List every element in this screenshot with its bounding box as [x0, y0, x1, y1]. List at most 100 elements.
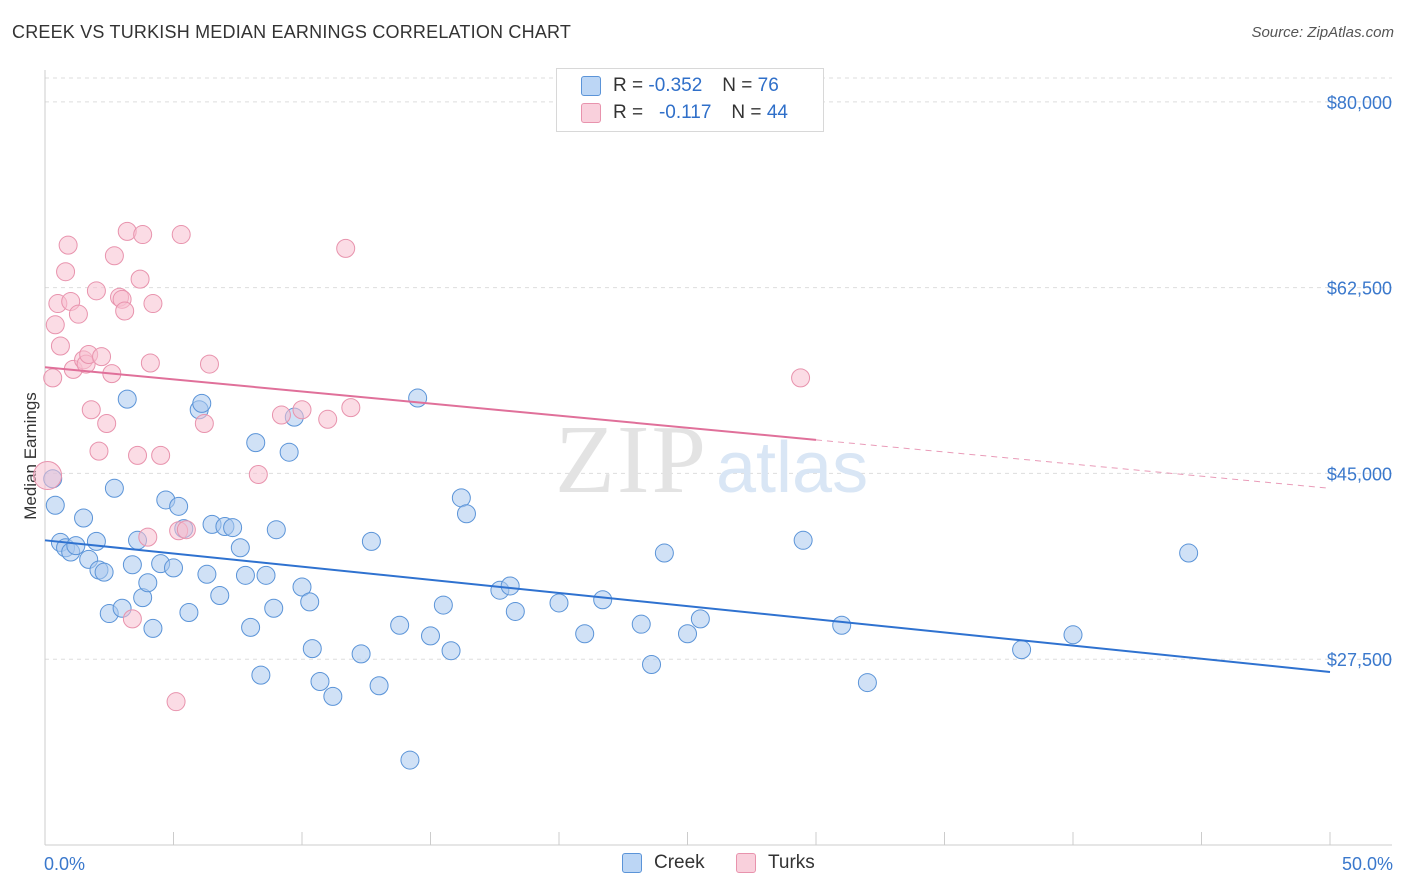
turks-point [81, 400, 101, 420]
legend-row-turks: R = -0.117 N = 44 [581, 101, 788, 125]
creek-point [351, 644, 371, 664]
turks-point [104, 246, 124, 266]
creek-point [143, 618, 163, 638]
creek-n-value: 76 [757, 75, 779, 96]
creek-point [197, 564, 217, 584]
trend-layer [44, 366, 1331, 673]
creek-point [169, 496, 189, 516]
zipatlas-watermark: ZIP atlas [555, 406, 868, 514]
creek-point [122, 555, 142, 575]
bottom-creek-label: Creek [654, 852, 705, 873]
creek-point [86, 531, 106, 551]
turks-point [115, 301, 135, 321]
x-tick-label-max: 50.0% [1342, 854, 1393, 874]
creek-point [654, 543, 674, 563]
points-layer [33, 221, 1199, 770]
turks-point [336, 238, 356, 258]
creek-point [66, 536, 86, 556]
creek-point [192, 393, 212, 413]
turks-trend-extension [815, 439, 1331, 489]
svg-text:atlas: atlas [716, 428, 868, 508]
turks-point [166, 692, 186, 712]
turks-point [68, 304, 88, 324]
creek-point [266, 520, 286, 540]
creek-point [1012, 640, 1032, 660]
turks-point [128, 445, 148, 465]
creek-trend-line [44, 539, 1331, 673]
turks-point [171, 225, 191, 245]
creek-point [300, 592, 320, 612]
creek-point [433, 595, 453, 615]
y-tick-label: $27,500 [1327, 650, 1392, 670]
turks-point [791, 368, 811, 388]
turks-point [138, 527, 158, 547]
creek-point [1179, 543, 1199, 563]
creek-point [390, 615, 410, 635]
bottom-turks-label: Turks [768, 852, 815, 873]
y-tick-label: $62,500 [1327, 279, 1392, 299]
turks-point [292, 400, 312, 420]
creek-point [104, 478, 124, 498]
creek-point [400, 750, 420, 770]
turks-point [86, 281, 106, 301]
axis-layer [44, 70, 1392, 846]
creek-point [678, 624, 697, 644]
creek-point [631, 614, 651, 634]
turks-point [151, 445, 171, 465]
turks-point [130, 269, 150, 289]
bottom-legend-creek: Creek [622, 852, 705, 874]
turks-point [122, 609, 142, 629]
creek-point [302, 639, 322, 659]
turks-swatch [581, 103, 601, 123]
turks-point [117, 221, 137, 241]
creek-point [505, 601, 525, 621]
turks-trend-line [44, 366, 817, 441]
creek-point [857, 673, 877, 693]
creek-point [179, 603, 199, 622]
creek-point [575, 624, 595, 644]
creek-point [256, 565, 276, 585]
creek-point [264, 598, 284, 618]
legend-row-creek: R = -0.352 N = 76 [581, 74, 779, 98]
creek-point [251, 665, 271, 685]
creek-point [549, 593, 569, 613]
creek-point [74, 508, 94, 528]
creek-point [1063, 625, 1083, 645]
creek-point [292, 577, 312, 597]
creek-r-label: R = [613, 75, 644, 96]
y-axis-label: Median Earnings [21, 392, 40, 520]
creek-point [500, 576, 520, 596]
creek-point [369, 676, 389, 696]
creek-point [241, 617, 261, 637]
y-tick-label: $45,000 [1327, 464, 1392, 484]
creek-point [210, 586, 230, 606]
turks-point [97, 414, 117, 434]
creek-point [451, 488, 471, 508]
turks-point [143, 294, 163, 314]
turks-n-label: N = [731, 102, 762, 123]
creek-point [279, 442, 299, 462]
creek-point [441, 641, 461, 661]
creek-point [408, 388, 428, 408]
creek-point [94, 562, 114, 582]
creek-point [832, 615, 852, 635]
turks-point [89, 441, 109, 461]
bottom-creek-swatch [622, 853, 642, 873]
source-label: Source: ZipAtlas.com [1251, 24, 1394, 41]
creek-point [138, 573, 158, 593]
turks-point [271, 405, 291, 425]
chart-title: CREEK VS TURKISH MEDIAN EARNINGS CORRELA… [12, 22, 572, 42]
turks-point [341, 398, 361, 418]
y-tick-label: $80,000 [1327, 93, 1392, 113]
bottom-legend-turks: Turks [736, 852, 815, 874]
turks-r-label: R = [613, 102, 644, 123]
creek-point [456, 504, 476, 524]
creek-point [323, 686, 343, 706]
creek-point [690, 609, 710, 629]
turks-r-value: -0.117 [658, 102, 712, 123]
creek-point [223, 518, 243, 538]
creek-point [235, 565, 255, 585]
turks-point [133, 225, 153, 245]
creek-point [117, 389, 137, 409]
